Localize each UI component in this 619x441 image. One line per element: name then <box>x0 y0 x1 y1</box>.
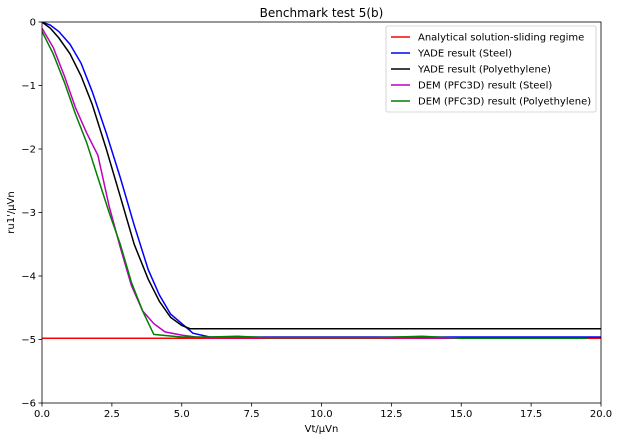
x-tick-label: 10.0 <box>310 409 332 420</box>
legend-entry-label: Analytical solution-sliding regime <box>418 33 584 44</box>
y-tick-label: −5 <box>21 335 36 346</box>
x-tick-label: 15.0 <box>450 409 472 420</box>
legend-entry-label: YADE result (Polyethylene) <box>417 65 551 76</box>
axes: 0.0 2.5 5.0 7.5 10.0 12.5 15.0 17.5 20.0 0 −1 −2 −3 −… <box>21 18 612 421</box>
chart-title: Benchmark test 5(b) <box>260 6 384 20</box>
legend-box <box>385 25 597 113</box>
series-layer <box>42 22 601 339</box>
legend: Analytical solution-sliding regime YADE r… <box>385 25 597 113</box>
y-tick-label: −2 <box>21 145 36 156</box>
legend-entry-label: YADE result (Steel) <box>417 49 512 60</box>
x-tick-label: 2.5 <box>104 409 120 420</box>
y-axis-label: ru1'/μVn <box>6 191 17 233</box>
x-tick-label: 7.5 <box>244 409 260 420</box>
x-tick-label: 5.0 <box>174 409 190 420</box>
x-tick-label: 12.5 <box>380 409 402 420</box>
x-axis-label: Vt/μVn <box>305 424 339 435</box>
y-tick-label: 0 <box>30 18 36 29</box>
x-tick-label: 20.0 <box>590 409 612 420</box>
legend-entry-label: DEM (PFC3D) result (Polyethylene) <box>418 97 591 108</box>
series-line-2 <box>42 22 601 330</box>
x-tick-label: 0.0 <box>34 409 50 420</box>
x-tick-label: 17.5 <box>520 409 542 420</box>
y-tick-label: −4 <box>21 272 36 283</box>
y-tick-label: −1 <box>21 81 36 92</box>
y-tick-label: −3 <box>21 208 36 219</box>
legend-entry-label: DEM (PFC3D) result (Steel) <box>418 81 552 92</box>
y-tick-label: −6 <box>21 399 36 410</box>
series-line-4 <box>42 31 587 339</box>
